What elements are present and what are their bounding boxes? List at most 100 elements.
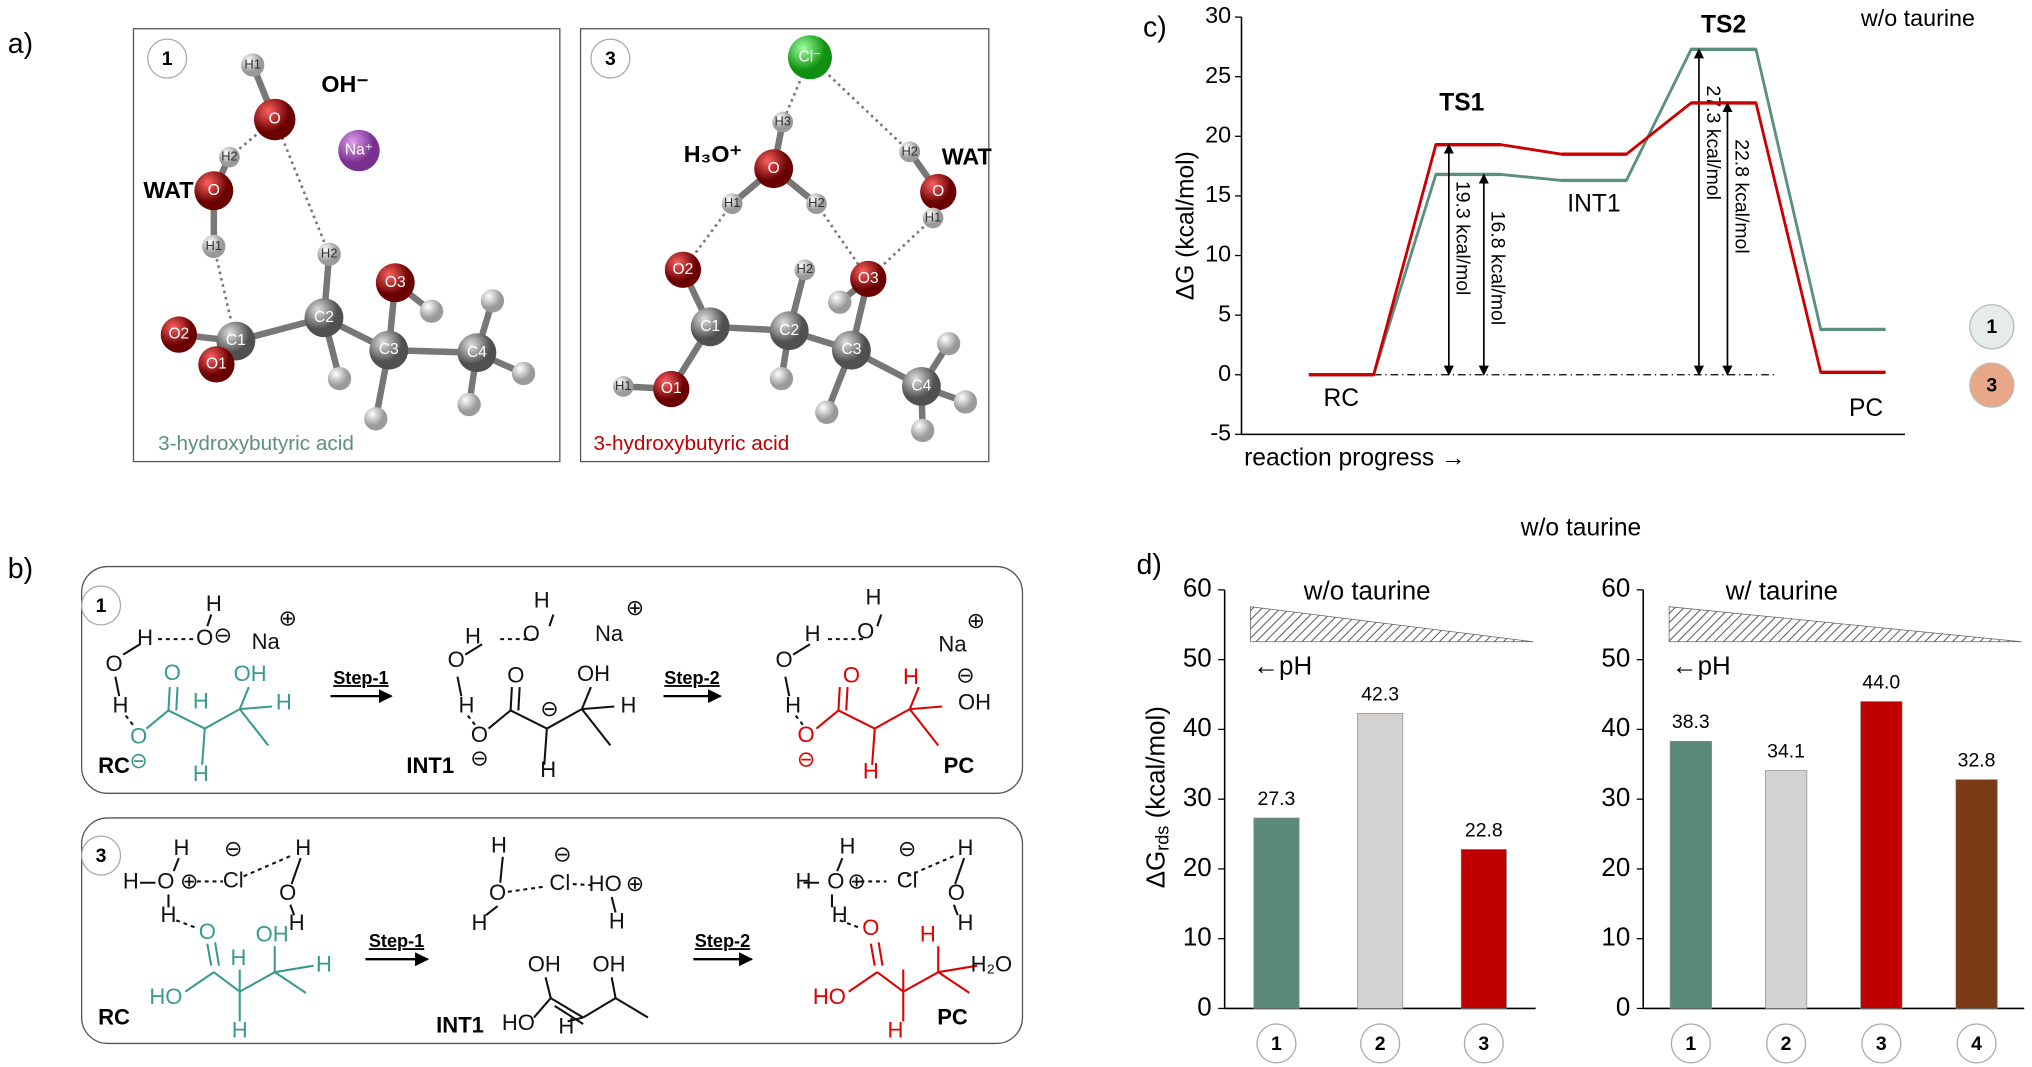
bond	[610, 896, 617, 913]
atom-text: H	[865, 585, 881, 610]
bond	[877, 942, 884, 966]
atom-text: H	[193, 688, 209, 713]
y-tick-label: -5	[1210, 420, 1231, 446]
atom	[664, 251, 702, 288]
atom-text: H	[316, 952, 332, 977]
atom	[901, 366, 941, 406]
chart-title: w/o taurine	[1303, 577, 1431, 605]
bond	[869, 943, 876, 966]
atom	[794, 259, 816, 281]
bond	[214, 942, 221, 966]
atom	[304, 298, 344, 338]
atom-text: ⊖	[224, 836, 242, 861]
bond	[290, 857, 302, 885]
atom	[911, 418, 935, 443]
atom	[612, 376, 634, 397]
state-label: TS2	[1701, 12, 1746, 39]
bar	[1669, 740, 1712, 1009]
atom-label: O	[269, 111, 281, 128]
bond	[206, 943, 213, 966]
atom-text: H	[534, 587, 550, 612]
atom-text: ⊕	[626, 595, 644, 620]
atom-text: O	[507, 663, 524, 688]
bond	[238, 686, 250, 710]
atom-text: H	[230, 945, 246, 970]
atom-text: O	[448, 647, 465, 672]
y-tick-label: 40	[1183, 714, 1212, 742]
bond	[243, 854, 292, 878]
state-label: PC	[944, 753, 975, 778]
barrier-label: 16.8 kcal/mol	[1487, 211, 1509, 325]
atom-text: ⊖	[470, 745, 488, 770]
atom	[457, 392, 481, 417]
bond	[794, 714, 806, 728]
bond	[554, 1004, 584, 1025]
atom-label: O2	[168, 326, 189, 343]
atom-text: O	[843, 663, 860, 688]
state-label: RC	[98, 753, 130, 778]
atom-label: O3	[385, 274, 406, 291]
bond	[485, 905, 499, 916]
atom-text: H	[840, 834, 856, 859]
bond	[581, 708, 612, 747]
bond	[550, 997, 584, 1019]
bond	[507, 885, 545, 893]
atom-text: OH	[234, 661, 267, 686]
value-label: 27.3	[1258, 788, 1296, 810]
atom-text: H	[796, 869, 812, 894]
atom	[364, 407, 388, 431]
atom-text: ⊖	[553, 841, 571, 866]
structure-box	[579, 28, 990, 463]
bond	[206, 614, 213, 627]
atom-label: O1	[661, 380, 682, 397]
bond	[874, 708, 911, 730]
y-tick-label: 30	[1183, 784, 1212, 812]
atom-text: H	[472, 910, 488, 935]
atom-text: H	[958, 835, 974, 860]
atom-text: O	[157, 869, 174, 894]
y-tick-label: 15	[1205, 181, 1231, 207]
bond	[848, 971, 878, 993]
atom	[769, 366, 794, 391]
bond	[467, 714, 478, 728]
category-marker	[1766, 1023, 1807, 1064]
scheme-box	[80, 565, 1024, 794]
bond	[906, 854, 956, 878]
category-marker	[1360, 1023, 1401, 1064]
atom-text: O	[948, 880, 965, 905]
y-tick-label: 60	[1601, 575, 1630, 603]
value-label: 38.3	[1672, 711, 1710, 733]
atom	[160, 316, 197, 353]
bond	[544, 977, 552, 999]
category-marker	[1256, 1023, 1297, 1064]
atom	[806, 193, 827, 215]
atom-text: Cl	[223, 867, 244, 892]
atom-text: H	[863, 758, 879, 783]
atom-text: H	[920, 922, 936, 947]
bond	[145, 709, 170, 730]
bond	[274, 964, 314, 974]
atom-text: O	[489, 880, 506, 905]
bond	[456, 676, 463, 697]
barrier-label: 19.3 kcal/mol	[1452, 181, 1474, 295]
atom-text: O	[196, 625, 213, 650]
bond	[615, 997, 649, 1019]
atom	[198, 346, 235, 383]
atom-label: H2	[808, 195, 825, 210]
atom-text: ⊖	[898, 836, 916, 861]
bond	[201, 728, 206, 765]
atom-text: H	[193, 761, 209, 786]
bond	[464, 643, 483, 656]
x-tick-label: 1	[1685, 1033, 1696, 1055]
state-label: INT1	[436, 1012, 484, 1037]
atom	[653, 370, 690, 408]
category-marker	[1670, 1023, 1711, 1064]
atom-label: H2	[321, 246, 338, 261]
category-marker	[1463, 1023, 1504, 1064]
atom-text: OH	[577, 661, 610, 686]
number-circle	[147, 38, 188, 79]
atom-text: H	[558, 1014, 574, 1039]
bond	[902, 971, 939, 993]
bond	[937, 971, 970, 994]
